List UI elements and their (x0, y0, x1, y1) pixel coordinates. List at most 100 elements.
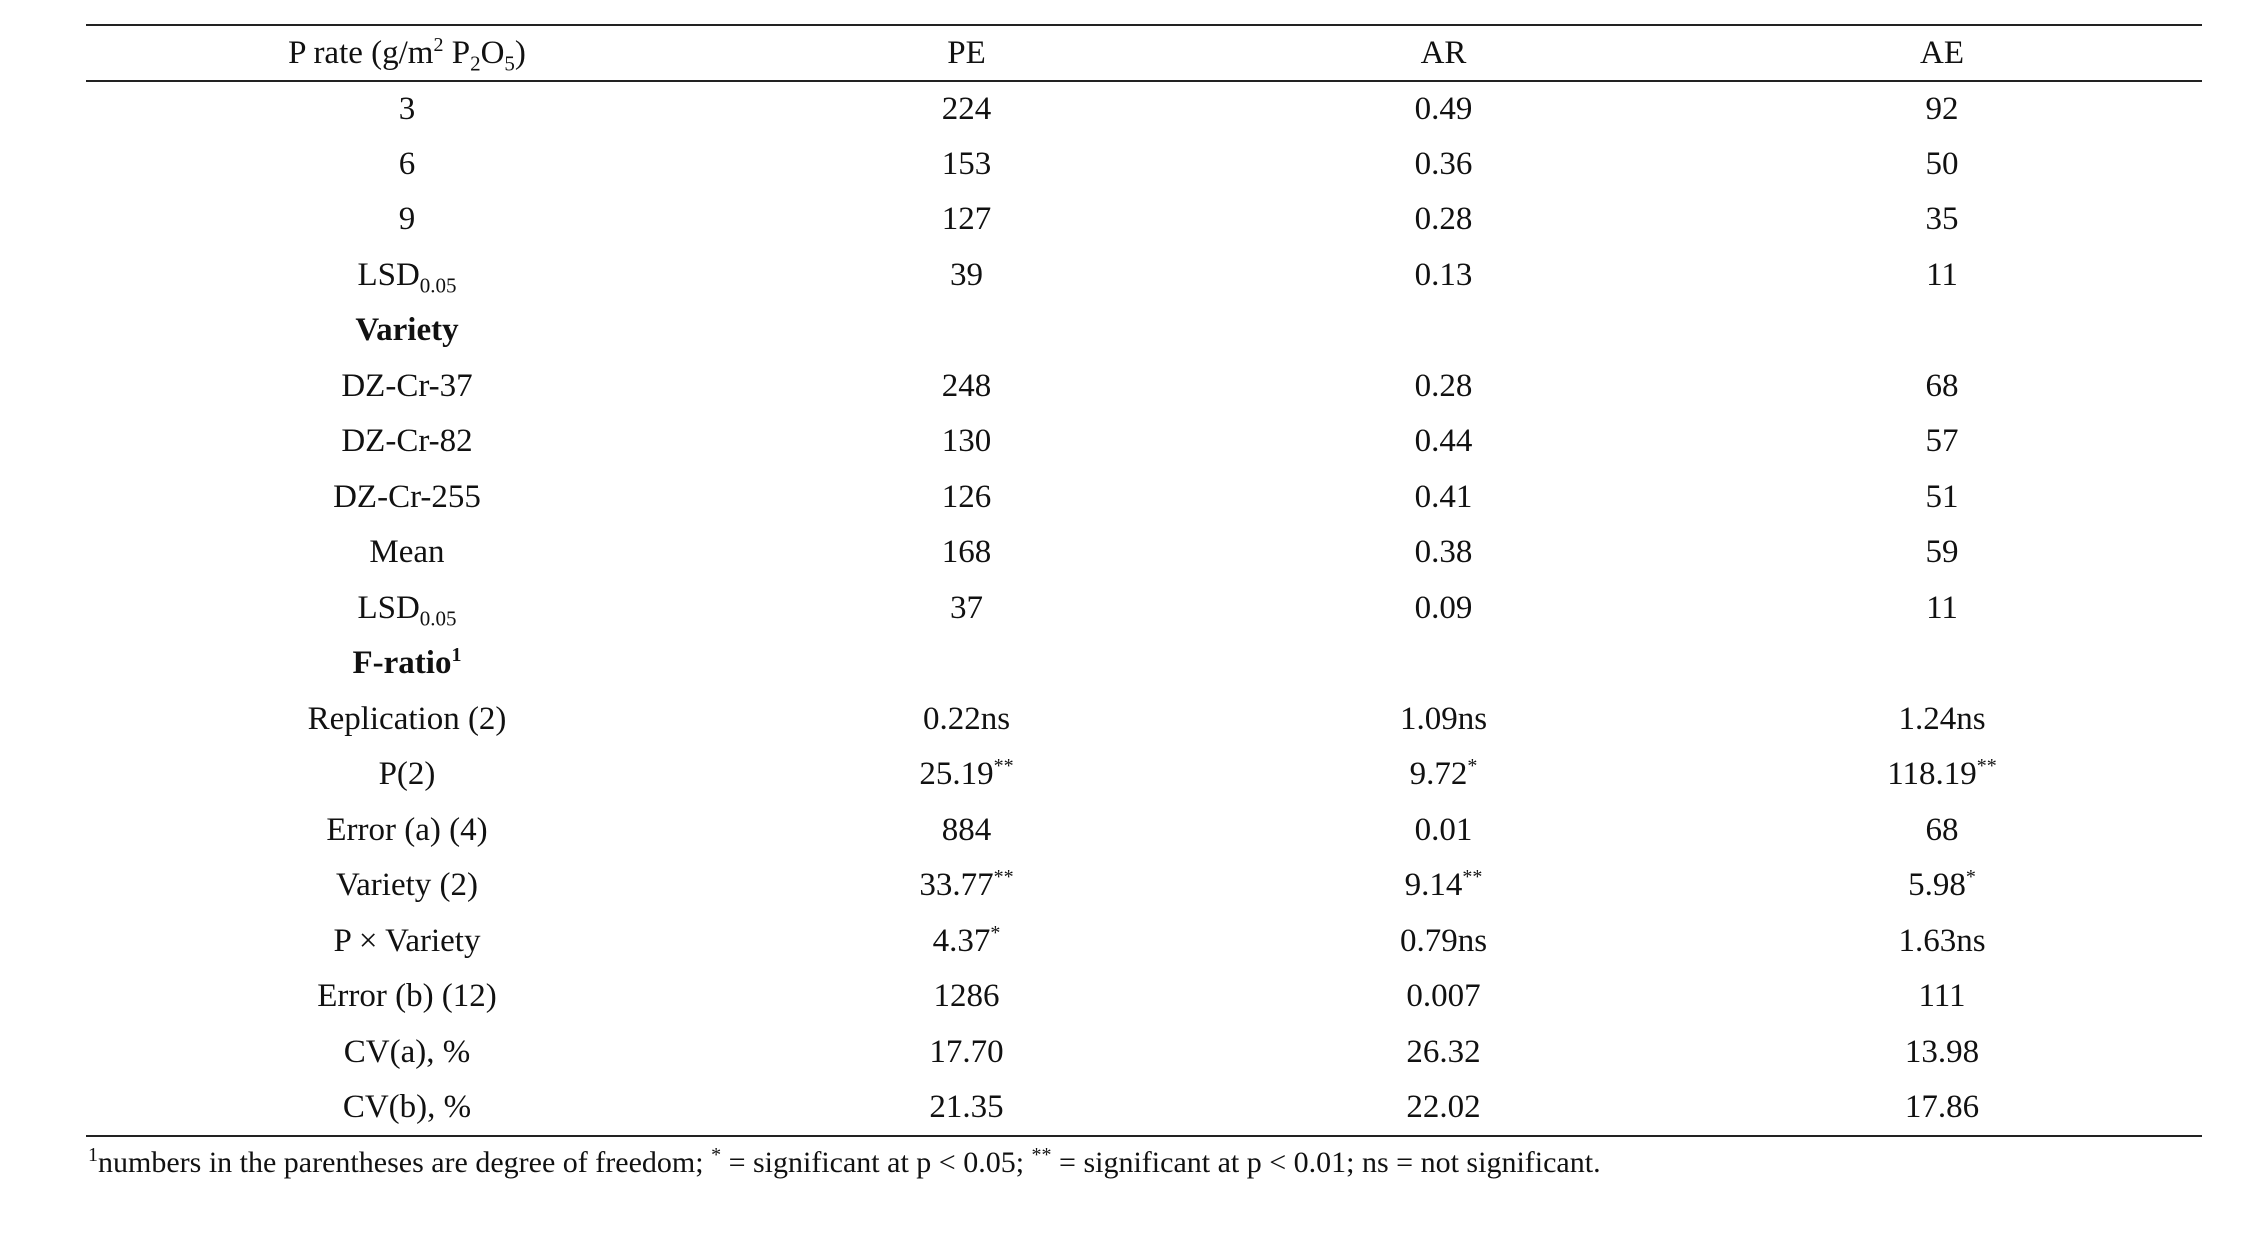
table-row: LSD0.05 37 0.09 11 (86, 581, 2202, 637)
cell-pe: 884 (728, 803, 1205, 859)
cell-pe-value: 4.37 (932, 922, 991, 959)
cell-pe-value: 130 (941, 423, 992, 460)
cell-ae-value: 68 (1925, 811, 1959, 848)
cell-ae: 5.98* (1682, 858, 2202, 914)
section-label: F-ratio1 (86, 636, 728, 692)
cell-ae-value: 59 (1925, 534, 1959, 571)
footnote-sup-3: ** (1031, 1144, 1052, 1166)
row-label: LSD0.05 (86, 581, 728, 637)
cell-pe: 248 (728, 359, 1205, 415)
cell-pe: 0.22ns (728, 692, 1205, 748)
cell-ar: 26.32 (1205, 1025, 1682, 1081)
cell-pe-significance: ** (993, 866, 1014, 889)
table-row: CV(b), % 21.35 22.02 17.86 (86, 1080, 2202, 1137)
table-row: 6 153 0.36 50 (86, 137, 2202, 193)
footnote-sup-1: 1 (88, 1144, 98, 1166)
row-label: 6 (398, 145, 416, 182)
cell-pe: 127 (728, 192, 1205, 248)
cell-ae-value: 92 (1925, 90, 1959, 127)
table-row: 9 127 0.28 35 (86, 192, 2202, 248)
cell-pe: 168 (728, 525, 1205, 581)
cell-pe-significance: * (990, 921, 1001, 944)
row-label: Replication (2) (307, 700, 507, 737)
cell-ar-value: 0.38 (1414, 534, 1473, 571)
results-table: P rate (g/m2 P2O5) PE AR AE 3 224 0.49 92 6 1… (86, 24, 2202, 1137)
table-footnote: 1numbers in the parentheses are degree o… (88, 1144, 1601, 1180)
header-p-rate-sub2: 5 (504, 51, 515, 76)
cell-ar: 0.41 (1205, 470, 1682, 526)
cell-pe-value: 126 (941, 478, 992, 515)
empty-cell-ae (1682, 303, 2202, 359)
cell-ar-value: 0.36 (1414, 145, 1473, 182)
cell-ae-significance: * (1965, 866, 1976, 889)
cell-pe-value: 21.35 (929, 1088, 1004, 1125)
cell-ar-significance: * (1467, 755, 1478, 778)
cell-ar-value: 0.28 (1414, 367, 1473, 404)
header-pe: PE (728, 24, 1205, 82)
cell-pe-value: 37 (950, 589, 983, 626)
cell-ae-value: 68 (1925, 367, 1959, 404)
cell-ae: 92 (1682, 81, 2202, 137)
table-header: P rate (g/m2 P2O5) PE AR AE (86, 24, 2202, 82)
header-p-rate-mid2: O (480, 34, 505, 71)
empty-cell-ae (1682, 636, 2202, 692)
cell-ar: 0.01 (1205, 803, 1682, 859)
cell-pe-value: 153 (941, 145, 992, 182)
header-p-rate: P rate (g/m2 P2O5) (86, 24, 728, 82)
table-row: DZ-Cr-255 126 0.41 51 (86, 470, 2202, 526)
cell-pe-value: 224 (941, 90, 992, 127)
cell-ar-value: 0.13 (1414, 256, 1473, 293)
cell-ar: 9.72* (1205, 747, 1682, 803)
cell-ae: 118.19** (1682, 747, 2202, 803)
table-row: DZ-Cr-37 248 0.28 68 (86, 359, 2202, 415)
cell-ae-value: 50 (1925, 145, 1959, 182)
cell-ar: 0.09 (1205, 581, 1682, 637)
cell-pe: 4.37* (728, 914, 1205, 970)
cell-ae: 11 (1682, 248, 2202, 304)
cell-pe: 33.77** (728, 858, 1205, 914)
header-ae: AE (1682, 24, 2202, 82)
table-row: Replication (2) 0.22ns 1.09ns 1.24ns (86, 692, 2202, 748)
cell-pe: 1286 (728, 969, 1205, 1025)
cell-ae-value: 11 (1926, 589, 1958, 626)
cell-ae-significance: ** (1976, 755, 1997, 778)
cell-pe-value: 127 (941, 201, 992, 238)
cell-ar-value: 0.28 (1414, 201, 1473, 238)
cell-pe-significance: ** (993, 755, 1014, 778)
cell-ae: 111 (1682, 969, 2202, 1025)
cell-ar-value: 9.14 (1404, 867, 1463, 904)
section-label: Variety (86, 303, 728, 359)
row-label: LSD0.05 (86, 248, 728, 304)
cell-ar-value: 0.49 (1414, 90, 1473, 127)
footnote-sup-2: * (711, 1144, 722, 1166)
cell-ae: 1.63ns (1682, 914, 2202, 970)
cell-ar-value: 0.44 (1414, 423, 1473, 460)
cell-ae-value: 51 (1925, 478, 1959, 515)
cell-ae: 13.98 (1682, 1025, 2202, 1081)
row-label: DZ-Cr-37 (341, 367, 473, 404)
section-row: Variety (86, 303, 2202, 359)
section-label-sup: 1 (451, 644, 462, 667)
cell-pe: 153 (728, 137, 1205, 193)
cell-ar-value: 0.41 (1414, 478, 1473, 515)
header-p-rate-mid1: P (443, 34, 471, 71)
header-p-rate-suffix: ) (514, 34, 526, 71)
empty-cell-ar (1205, 636, 1682, 692)
footnote-text-2: = significant at p < 0.05; (721, 1146, 1032, 1179)
cell-ae-value: 11 (1926, 256, 1958, 293)
row-label: Error (b) (12) (317, 978, 497, 1015)
row-label: 3 (398, 90, 416, 127)
table-body: 3 224 0.49 92 6 153 0.36 50 9 127 0.28 35 LSD0.05 39 0… (86, 81, 2202, 1137)
row-label: Error (a) (4) (326, 811, 488, 848)
row-label-sub: 0.05 (419, 606, 457, 631)
table-row: 3 224 0.49 92 (86, 81, 2202, 137)
section-label-text: Variety (355, 312, 459, 349)
cell-ar-value: 0.09 (1414, 589, 1473, 626)
cell-ae: 1.24ns (1682, 692, 2202, 748)
cell-ae: 17.86 (1682, 1080, 2202, 1137)
cell-ae: 57 (1682, 414, 2202, 470)
empty-cell-pe (728, 303, 1205, 359)
cell-ae-value: 13.98 (1904, 1033, 1980, 1070)
row-label-main: LSD (357, 256, 420, 293)
